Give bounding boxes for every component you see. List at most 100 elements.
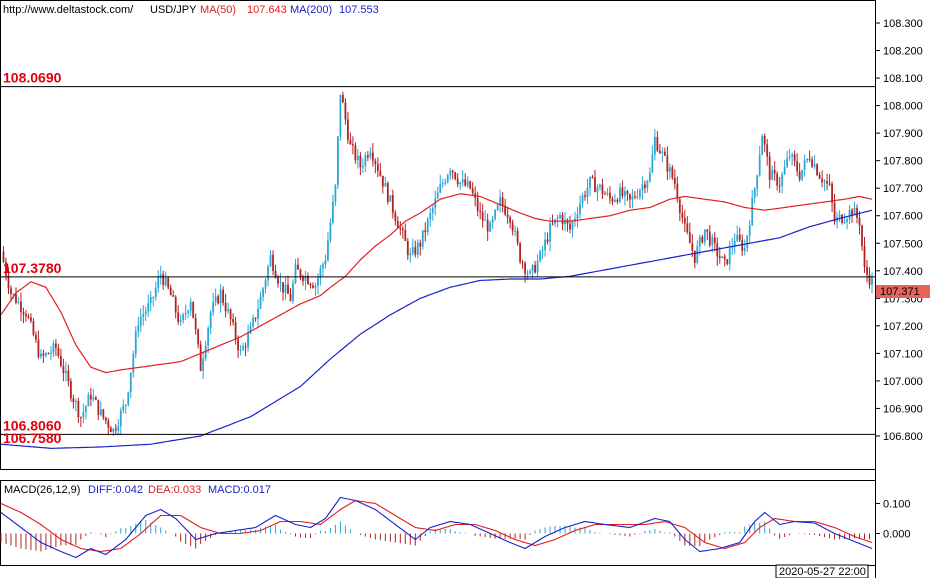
- candle-body: [389, 195, 392, 202]
- candle-body: [40, 353, 42, 357]
- candle-body: [436, 192, 439, 199]
- date-label-box: [775, 564, 869, 578]
- candle-body: [821, 178, 823, 183]
- candle-body: [334, 185, 337, 202]
- candle-body: [194, 317, 197, 330]
- candle-body: [107, 420, 110, 428]
- candle-body: [806, 158, 809, 161]
- candle-body: [846, 219, 848, 222]
- candle-body: [489, 222, 492, 232]
- candle-body: [494, 209, 497, 219]
- candle-body: [104, 417, 107, 421]
- candle-body: [169, 287, 172, 296]
- candle-body: [376, 164, 379, 172]
- candle-body: [224, 302, 227, 312]
- candle-body: [354, 145, 357, 161]
- price-axis-ticks: 108.300 108.200 108.100 108.000 107.900 107.8…: [875, 18, 923, 443]
- candle-body: [89, 394, 92, 400]
- candle-body: [484, 219, 487, 221]
- candle-body: [219, 289, 222, 304]
- candle-body: [324, 260, 327, 265]
- candle-body: [97, 399, 100, 415]
- candle-body: [294, 264, 297, 283]
- price-tick-label: 107.700: [883, 183, 923, 195]
- candle-body: [179, 320, 182, 322]
- macd-histogram-value: MACD:0.017: [208, 484, 271, 496]
- candle-body: [274, 270, 277, 278]
- candle-body: [147, 303, 150, 312]
- candle-body: [322, 264, 324, 269]
- candle-body: [693, 250, 696, 263]
- candle-body: [59, 355, 62, 367]
- candle-body: [673, 177, 676, 184]
- candle-body: [199, 344, 202, 371]
- candle-body: [516, 230, 519, 244]
- candle-body: [406, 240, 409, 256]
- candle-body: [144, 311, 147, 315]
- candle-body: [142, 314, 145, 318]
- candle-body: [539, 251, 541, 261]
- candle-body: [119, 410, 122, 427]
- ma50-line: [0, 193, 873, 374]
- candle-body: [197, 329, 200, 345]
- candle-body: [257, 308, 259, 319]
- candle-body: [94, 397, 97, 400]
- candle-body: [629, 194, 631, 200]
- candle-body: [244, 346, 247, 348]
- candle-body: [788, 156, 791, 159]
- candle-body: [486, 219, 489, 232]
- candle-body: [424, 230, 427, 233]
- candle-body: [426, 219, 429, 233]
- candle-body: [783, 166, 786, 175]
- candle-body: [863, 246, 866, 268]
- candle-body: [711, 237, 714, 246]
- candle-body: [586, 187, 589, 197]
- candle-body: [45, 353, 47, 356]
- candle-body: [277, 277, 279, 284]
- level-label: 106.7580: [3, 430, 62, 446]
- macd-diff-line: [0, 496, 873, 559]
- candle-body: [766, 144, 769, 157]
- candle-body: [536, 260, 539, 273]
- candle-body: [776, 173, 779, 186]
- price-tick-label: 107.800: [883, 156, 923, 168]
- candle-body: [154, 287, 157, 298]
- candle-body: [591, 176, 594, 178]
- candle-body: [204, 346, 207, 359]
- candle-body: [2, 251, 5, 262]
- candle-body: [7, 275, 10, 289]
- candle-body: [803, 160, 806, 170]
- candle-body: [72, 398, 75, 403]
- macd-dea-value: DEA:0.033: [148, 484, 201, 496]
- candle-body: [641, 184, 644, 191]
- candle-body: [272, 254, 274, 271]
- candle-body: [212, 301, 215, 313]
- candle-body: [159, 274, 162, 278]
- candle-body: [703, 229, 706, 243]
- candle-body: [569, 223, 571, 230]
- candle-body: [648, 172, 651, 182]
- candle-body: [164, 277, 167, 286]
- price-tick-label: 107.100: [883, 348, 923, 360]
- candle-body: [222, 289, 225, 303]
- candle-body: [663, 151, 666, 156]
- candle-body: [17, 301, 20, 303]
- candle-body: [157, 277, 160, 288]
- macd-panel-frame: [0, 480, 876, 566]
- macd-title: MACD(26,12,9): [4, 484, 80, 496]
- candle-body: [653, 136, 656, 155]
- candle-body: [773, 169, 776, 174]
- candle-body: [736, 234, 739, 242]
- candle-body: [124, 404, 127, 406]
- candle-body: [571, 221, 574, 230]
- ma200-line: [0, 209, 873, 450]
- candle-body: [509, 217, 512, 223]
- candle-body: [738, 234, 741, 240]
- source-url: http://www.deltastock.com/: [3, 4, 134, 16]
- candle-body: [813, 164, 816, 167]
- candle-body: [823, 181, 826, 183]
- candle-body: [683, 218, 686, 224]
- candle-body: [626, 191, 629, 195]
- candle-body: [696, 246, 699, 263]
- candle-body: [409, 253, 412, 256]
